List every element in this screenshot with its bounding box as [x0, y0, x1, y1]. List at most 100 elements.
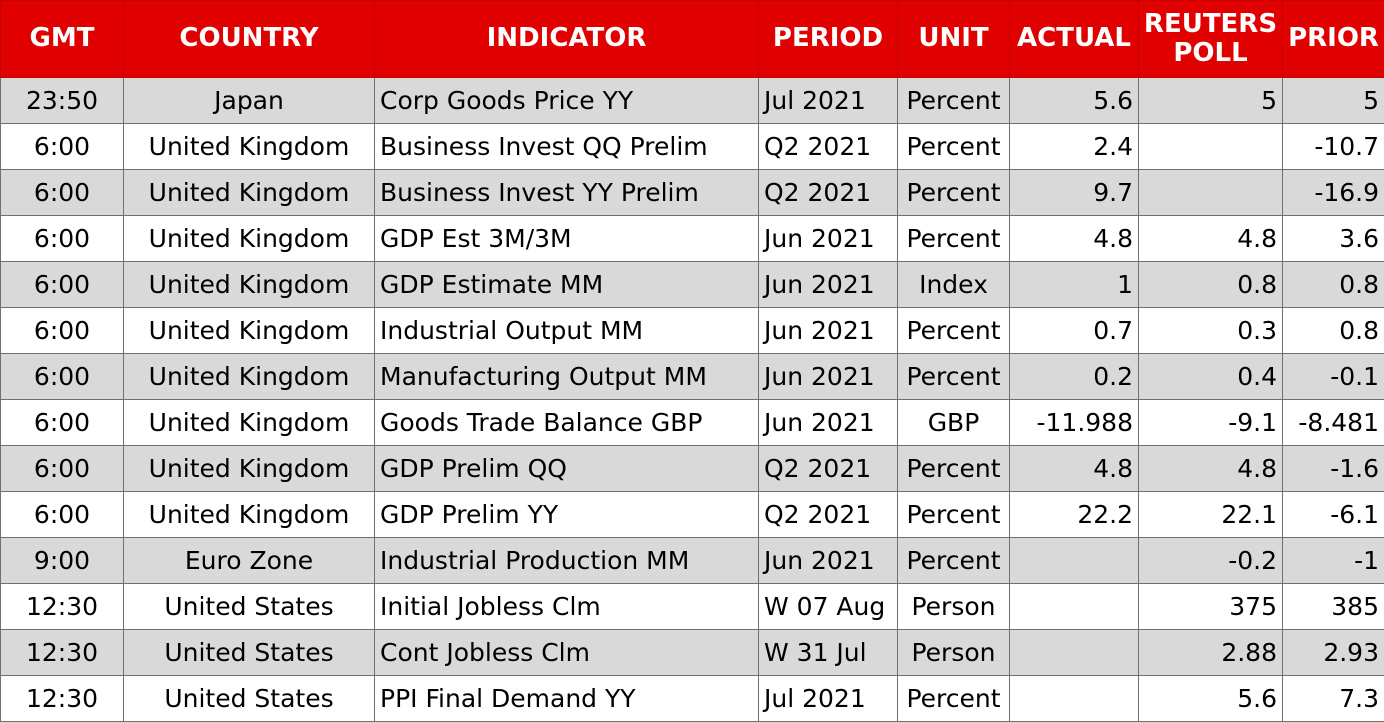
cell-unit: Percent: [898, 170, 1010, 216]
cell-indicator: GDP Est 3M/3M: [375, 216, 759, 262]
cell-period: Q2 2021: [759, 492, 898, 538]
cell-unit: GBP: [898, 400, 1010, 446]
cell-gmt: 6:00: [1, 308, 124, 354]
table-row: 6:00 United Kingdom Goods Trade Balance …: [1, 400, 1384, 446]
cell-period: Q2 2021: [759, 124, 898, 170]
cell-prior: 7.3: [1283, 676, 1384, 722]
cell-prior: 385: [1283, 584, 1384, 630]
cell-gmt: 12:30: [1, 584, 124, 630]
cell-actual: 22.2: [1010, 492, 1139, 538]
cell-prior: -0.1: [1283, 354, 1384, 400]
cell-gmt: 6:00: [1, 354, 124, 400]
header-reuters-poll: REUTERS POLL: [1139, 1, 1283, 78]
cell-country: United Kingdom: [124, 492, 375, 538]
cell-gmt: 6:00: [1, 446, 124, 492]
cell-indicator: Industrial Output MM: [375, 308, 759, 354]
cell-country: United Kingdom: [124, 262, 375, 308]
cell-unit: Percent: [898, 308, 1010, 354]
cell-prior: 5: [1283, 78, 1384, 124]
header-poll-line2: POLL: [1139, 39, 1282, 68]
cell-gmt: 12:30: [1, 630, 124, 676]
cell-actual: 2.4: [1010, 124, 1139, 170]
cell-poll: 4.8: [1139, 446, 1283, 492]
cell-country: Japan: [124, 78, 375, 124]
cell-actual: 0.2: [1010, 354, 1139, 400]
cell-period: Jun 2021: [759, 538, 898, 584]
cell-unit: Percent: [898, 446, 1010, 492]
header-period: PERIOD: [759, 1, 898, 78]
cell-prior: -1.6: [1283, 446, 1384, 492]
cell-poll: 2.88: [1139, 630, 1283, 676]
cell-indicator: Corp Goods Price YY: [375, 78, 759, 124]
cell-period: W 07 Aug: [759, 584, 898, 630]
table-row: 12:30 United States Cont Jobless Clm W 3…: [1, 630, 1384, 676]
cell-country: United Kingdom: [124, 124, 375, 170]
cell-country: United Kingdom: [124, 308, 375, 354]
cell-indicator: Manufacturing Output MM: [375, 354, 759, 400]
cell-unit: Person: [898, 584, 1010, 630]
header-indicator: INDICATOR: [375, 1, 759, 78]
cell-period: Q2 2021: [759, 170, 898, 216]
cell-gmt: 12:30: [1, 676, 124, 722]
cell-prior: 2.93: [1283, 630, 1384, 676]
cell-period: Jun 2021: [759, 354, 898, 400]
cell-country: United Kingdom: [124, 170, 375, 216]
cell-gmt: 6:00: [1, 492, 124, 538]
header-unit: UNIT: [898, 1, 1010, 78]
cell-gmt: 9:00: [1, 538, 124, 584]
cell-unit: Percent: [898, 216, 1010, 262]
cell-actual: [1010, 538, 1139, 584]
header-gmt: GMT: [1, 1, 124, 78]
cell-country: United States: [124, 676, 375, 722]
cell-unit: Percent: [898, 538, 1010, 584]
table-row: 6:00 United Kingdom Manufacturing Output…: [1, 354, 1384, 400]
cell-gmt: 6:00: [1, 216, 124, 262]
cell-actual: [1010, 676, 1139, 722]
cell-actual: 5.6: [1010, 78, 1139, 124]
table-row: 6:00 United Kingdom Business Invest QQ P…: [1, 124, 1384, 170]
cell-prior: -8.481: [1283, 400, 1384, 446]
cell-period: Q2 2021: [759, 446, 898, 492]
cell-prior: -1: [1283, 538, 1384, 584]
cell-country: United Kingdom: [124, 446, 375, 492]
cell-unit: Percent: [898, 676, 1010, 722]
cell-unit: Percent: [898, 354, 1010, 400]
cell-indicator: GDP Prelim QQ: [375, 446, 759, 492]
header-country: COUNTRY: [124, 1, 375, 78]
cell-gmt: 6:00: [1, 124, 124, 170]
cell-country: United States: [124, 630, 375, 676]
cell-actual: 4.8: [1010, 216, 1139, 262]
cell-actual: 1: [1010, 262, 1139, 308]
cell-actual: 4.8: [1010, 446, 1139, 492]
cell-gmt: 23:50: [1, 78, 124, 124]
cell-indicator: Goods Trade Balance GBP: [375, 400, 759, 446]
cell-poll: -0.2: [1139, 538, 1283, 584]
cell-period: Jun 2021: [759, 400, 898, 446]
cell-prior: 3.6: [1283, 216, 1384, 262]
cell-country: Euro Zone: [124, 538, 375, 584]
cell-poll: 5: [1139, 78, 1283, 124]
cell-poll: 375: [1139, 584, 1283, 630]
cell-actual: 9.7: [1010, 170, 1139, 216]
cell-gmt: 6:00: [1, 262, 124, 308]
cell-period: W 31 Jul: [759, 630, 898, 676]
table-row: 6:00 United Kingdom Business Invest YY P…: [1, 170, 1384, 216]
cell-country: United Kingdom: [124, 354, 375, 400]
cell-poll: 22.1: [1139, 492, 1283, 538]
cell-gmt: 6:00: [1, 170, 124, 216]
table-row: 12:30 United States Initial Jobless Clm …: [1, 584, 1384, 630]
cell-prior: -10.7: [1283, 124, 1384, 170]
table-row: 6:00 United Kingdom Industrial Output MM…: [1, 308, 1384, 354]
header-prior: PRIOR: [1283, 1, 1384, 78]
cell-poll: -9.1: [1139, 400, 1283, 446]
cell-unit: Percent: [898, 124, 1010, 170]
cell-unit: Index: [898, 262, 1010, 308]
cell-poll: 0.8: [1139, 262, 1283, 308]
cell-period: Jun 2021: [759, 308, 898, 354]
cell-prior: -6.1: [1283, 492, 1384, 538]
cell-indicator: Cont Jobless Clm: [375, 630, 759, 676]
cell-indicator: Business Invest QQ Prelim: [375, 124, 759, 170]
cell-indicator: GDP Prelim YY: [375, 492, 759, 538]
cell-poll: 5.6: [1139, 676, 1283, 722]
